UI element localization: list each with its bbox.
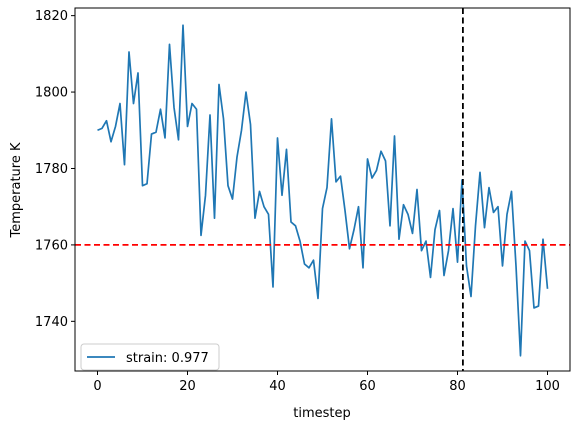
axes-frame [74, 7, 571, 372]
y-tick-label: 1740 [35, 315, 68, 330]
x-tick-label: 0 [93, 379, 101, 394]
series-line-0 [97, 24, 549, 357]
y-tick-label: 1800 [35, 86, 68, 101]
x-tick-label: 40 [269, 379, 286, 394]
y-tick-label: 1780 [35, 162, 68, 177]
y-axis-label: Temperature K [9, 142, 24, 238]
x-tick-label: 100 [535, 379, 560, 394]
x-tick-label: 80 [449, 379, 466, 394]
legend: strain: 0.977 [80, 343, 220, 371]
plot-area [75, 8, 570, 371]
y-tick-label: 1820 [35, 9, 68, 24]
x-axis-label: timestep [293, 406, 351, 421]
x-tick-label: 20 [179, 379, 196, 394]
x-tick-label: 60 [359, 379, 376, 394]
y-tick-label: 1760 [35, 238, 68, 253]
legend-series-label: strain: 0.977 [126, 351, 209, 366]
legend-box [80, 343, 220, 371]
tick-layer: 0 20 40 60 80 100 1740 1760 1780 1800 1820 [35, 9, 560, 394]
